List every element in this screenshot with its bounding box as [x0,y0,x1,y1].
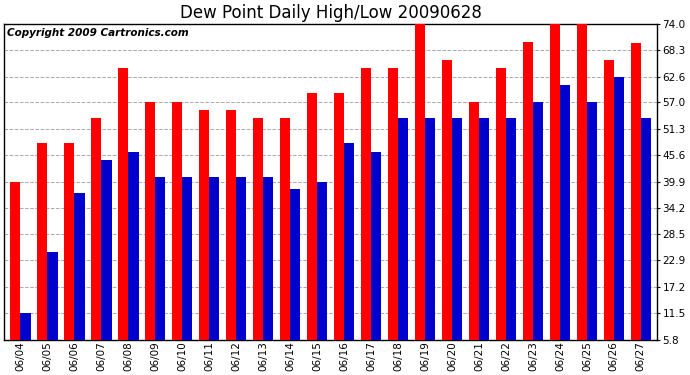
Bar [371,152,382,340]
Bar [560,85,570,340]
Bar [101,160,112,340]
Title: Dew Point Daily High/Low 20090628: Dew Point Daily High/Low 20090628 [179,4,482,22]
Bar [253,118,263,340]
Bar [172,102,182,340]
Bar [307,93,317,340]
Bar [155,177,166,340]
Bar [523,42,533,340]
Bar [452,118,462,340]
Bar [75,193,85,340]
Bar [226,110,236,340]
Bar [614,76,624,340]
Bar [398,118,408,340]
Bar [587,102,597,340]
Bar [145,102,155,340]
Bar [469,102,479,340]
Bar [506,118,516,340]
Bar [631,43,641,340]
Bar [199,110,209,340]
Bar [64,143,75,340]
Bar [334,93,344,340]
Bar [236,177,246,340]
Bar [388,68,398,340]
Bar [118,68,128,340]
Bar [290,189,300,340]
Bar [533,102,543,340]
Bar [479,118,489,340]
Bar [425,118,435,340]
Bar [495,68,506,340]
Bar [20,313,30,340]
Bar [550,24,560,340]
Text: Copyright 2009 Cartronics.com: Copyright 2009 Cartronics.com [8,28,189,39]
Bar [604,60,614,340]
Bar [128,152,139,340]
Bar [577,24,587,340]
Bar [442,60,452,340]
Bar [344,143,355,340]
Bar [91,118,101,340]
Bar [263,177,273,340]
Bar [182,177,193,340]
Bar [37,143,48,340]
Bar [280,118,290,340]
Bar [361,68,371,340]
Bar [209,177,219,340]
Bar [317,182,327,340]
Bar [48,252,57,340]
Bar [641,118,651,340]
Bar [10,182,20,340]
Bar [415,24,425,340]
